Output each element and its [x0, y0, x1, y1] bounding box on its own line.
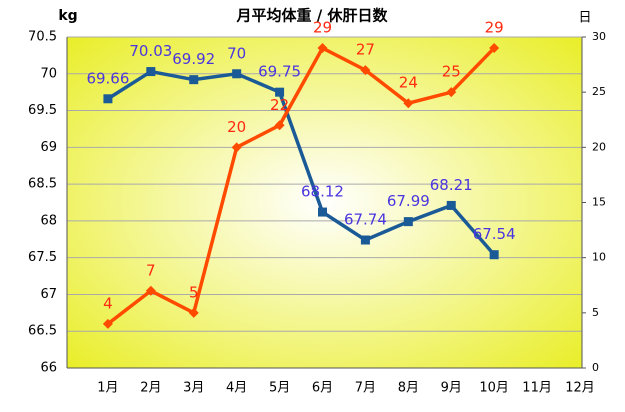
marker	[146, 67, 156, 77]
marker	[360, 65, 371, 76]
marker	[145, 285, 156, 296]
y2-tick-label: 5	[592, 306, 599, 319]
marker	[317, 43, 328, 54]
data-label: 25	[442, 63, 461, 81]
y2-tick-label: 0	[592, 361, 599, 374]
data-label: 69.75	[258, 63, 301, 81]
x-tick-label: 11月	[522, 381, 552, 396]
data-label: 29	[485, 19, 504, 37]
x-tick-label: 10月	[479, 381, 509, 396]
y-tick-label: 69	[40, 140, 57, 155]
y2-tick-label: 25	[592, 85, 606, 98]
series-line	[106, 45, 496, 326]
y-tick-label: 70.5	[28, 30, 57, 45]
data-label: 70	[227, 44, 246, 62]
data-label: 22	[270, 96, 289, 114]
data-label: 27	[356, 41, 375, 59]
y-axis-label: kg	[58, 8, 77, 24]
x-tick-label: 6月	[312, 381, 333, 396]
data-label: 24	[399, 74, 418, 92]
marker	[403, 217, 413, 227]
marker	[446, 200, 456, 210]
data-label: 7	[146, 261, 156, 279]
series-line	[106, 69, 496, 256]
marker	[403, 98, 414, 109]
x-tick-label: 3月	[183, 381, 204, 396]
y-tick-label: 67.5	[28, 250, 57, 265]
marker	[103, 94, 113, 104]
y-tick-label: 66	[40, 361, 57, 376]
y-tick-label: 69.5	[28, 103, 57, 118]
data-label: 29	[313, 19, 332, 37]
data-label: 68.21	[430, 176, 473, 194]
y2-tick-label: 20	[592, 140, 606, 153]
y-tick-label: 67	[40, 287, 57, 302]
data-label: 70.03	[129, 42, 172, 60]
data-label: 67.99	[387, 192, 430, 210]
y2-tick-label: 10	[592, 251, 606, 264]
data-label: 5	[189, 283, 199, 301]
marker	[360, 235, 370, 245]
y-tick-label: 66.5	[28, 324, 57, 339]
x-tick-label: 5月	[269, 381, 290, 396]
marker	[231, 142, 242, 153]
data-label: 69.66	[86, 69, 129, 87]
x-tick-label: 12月	[565, 381, 595, 396]
x-tick-label: 2月	[140, 381, 161, 396]
x-tick-label: 8月	[398, 381, 419, 396]
marker	[275, 87, 285, 97]
marker	[489, 250, 499, 260]
data-label: 67.54	[473, 225, 516, 243]
marker	[102, 318, 113, 329]
marker	[189, 75, 199, 85]
y2-axis-label: 日	[578, 11, 591, 26]
y-tick-label: 70	[40, 66, 57, 81]
data-label: 69.92	[172, 50, 215, 68]
marker	[232, 69, 242, 79]
chart-title: 月平均体重 / 休肝日数	[236, 7, 389, 25]
x-tick-label: 9月	[441, 381, 462, 396]
marker	[188, 307, 199, 318]
marker	[274, 120, 285, 131]
x-tick-label: 4月	[226, 381, 247, 396]
data-label: 4	[103, 294, 113, 312]
data-label: 68.12	[301, 183, 344, 201]
y2-tick-label: 15	[592, 196, 606, 209]
y-tick-label: 68.5	[28, 177, 57, 192]
marker	[318, 207, 327, 217]
marker	[446, 87, 457, 98]
marker	[489, 43, 500, 54]
data-label: 20	[227, 118, 246, 136]
y-tick-label: 68	[40, 213, 57, 228]
x-tick-label: 7月	[355, 381, 376, 396]
y2-tick-label: 30	[592, 30, 606, 43]
x-tick-label: 1月	[97, 381, 118, 396]
data-label: 67.74	[344, 211, 387, 229]
plot-area	[67, 37, 582, 368]
